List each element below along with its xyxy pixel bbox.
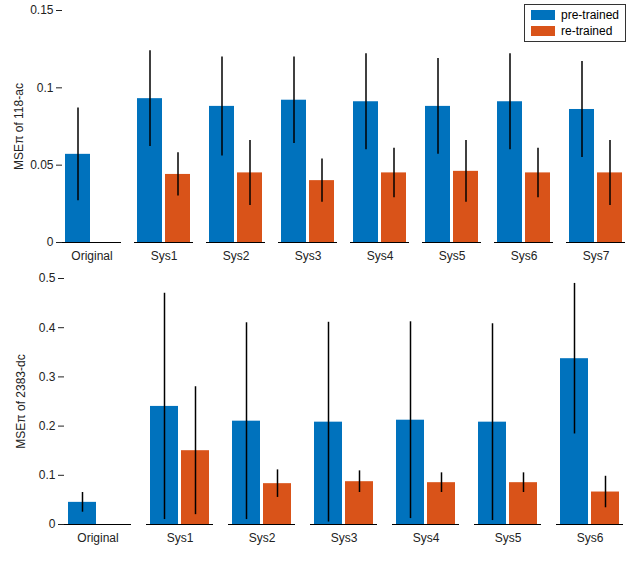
svg-text:MSEπ of 118-ac: MSEπ of 118-ac xyxy=(12,83,26,170)
html-text:pre-trained: pre-trained xyxy=(561,8,619,22)
svg-text:0.15: 0.15 xyxy=(30,3,54,17)
svg-text:Original: Original xyxy=(77,531,118,545)
svg-text:Sys2: Sys2 xyxy=(249,531,276,545)
svg-text:0: 0 xyxy=(47,235,54,249)
svg-text:0.05: 0.05 xyxy=(30,158,54,172)
svg-text:0: 0 xyxy=(49,517,56,531)
svg-text:0.3: 0.3 xyxy=(39,370,56,384)
svg-text:0.4: 0.4 xyxy=(39,321,56,335)
svg-text:Sys4: Sys4 xyxy=(413,531,440,545)
html-text:re-trained: re-trained xyxy=(561,24,613,38)
svg-text:Sys6: Sys6 xyxy=(577,531,604,545)
svg-text:Sys6: Sys6 xyxy=(511,249,538,263)
svg-text:Sys3: Sys3 xyxy=(295,249,322,263)
svg-text:Sys5: Sys5 xyxy=(439,249,466,263)
svg-text:Sys1: Sys1 xyxy=(151,249,178,263)
svg-text:Sys1: Sys1 xyxy=(167,531,194,545)
svg-text:0.1: 0.1 xyxy=(39,468,56,482)
svg-text:Sys4: Sys4 xyxy=(367,249,394,263)
svg-text:MSEπ of 2383-dc: MSEπ of 2383-dc xyxy=(14,354,28,448)
svg-text:Original: Original xyxy=(71,249,112,263)
svg-text:0.1: 0.1 xyxy=(37,81,54,95)
svg-text:0.5: 0.5 xyxy=(39,271,56,285)
svg-text:0.2: 0.2 xyxy=(39,419,56,433)
svg-text:Sys3: Sys3 xyxy=(331,531,358,545)
svg-text:Sys2: Sys2 xyxy=(223,249,250,263)
svg-text:Sys7: Sys7 xyxy=(583,249,610,263)
svg-text:Sys5: Sys5 xyxy=(495,531,522,545)
